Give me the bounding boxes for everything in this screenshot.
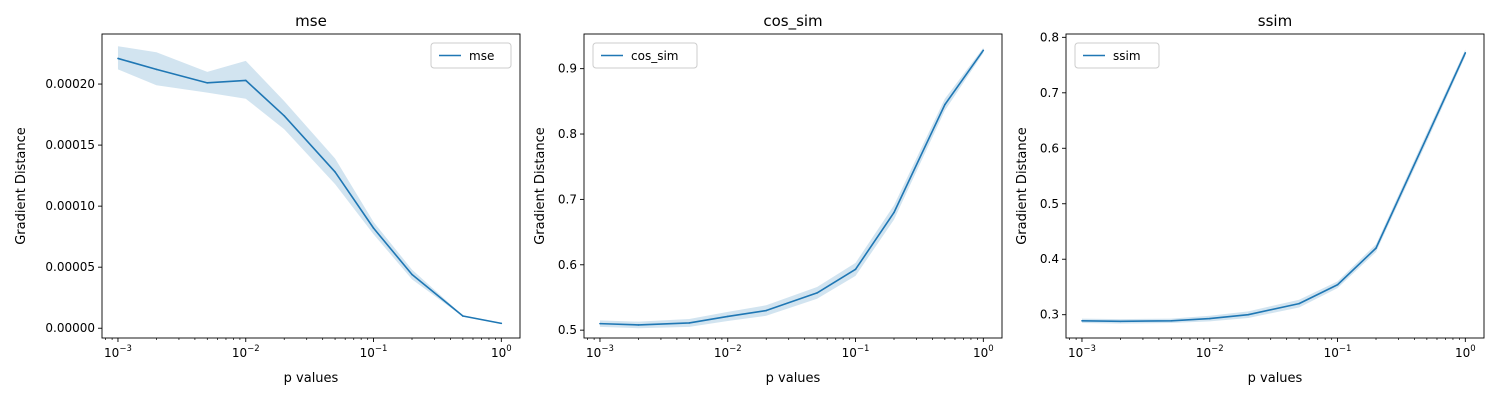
- legend-label: mse: [469, 49, 494, 63]
- data-point: [1081, 320, 1083, 322]
- data-point: [206, 82, 209, 84]
- data-point: [599, 322, 601, 325]
- y-axis-label: Gradient Distance: [14, 127, 29, 245]
- legend: cos_sim: [592, 42, 698, 69]
- x-tick-label: 10−2: [714, 344, 742, 360]
- series-line: [117, 57, 502, 325]
- y-tick-label: 0.3: [1040, 308, 1059, 322]
- x-tick-label: 10−2: [1196, 344, 1224, 360]
- confidence-band: [599, 47, 984, 329]
- plot-frame: [101, 33, 521, 339]
- y-tick-label: 0.00015: [45, 138, 95, 152]
- y-tick-label: 0.00010: [45, 199, 95, 213]
- plot-frame: [583, 33, 1003, 339]
- data-point: [765, 309, 768, 312]
- y-tick-label: 0.6: [1040, 141, 1059, 155]
- y-tick-label: 0.00000: [45, 321, 95, 335]
- chart-title: cos_sim: [763, 12, 822, 31]
- data-point: [1208, 317, 1211, 320]
- y-axis-label: Gradient Distance: [1015, 127, 1030, 245]
- data-point: [1375, 247, 1377, 249]
- y-tick-label: 0.5: [1040, 197, 1059, 211]
- data-point: [1464, 52, 1467, 54]
- data-point: [155, 68, 158, 71]
- legend-label: cos_sim: [631, 49, 678, 63]
- x-tick-label: 10−1: [842, 344, 870, 360]
- data-point: [1119, 320, 1122, 323]
- y-tick-label: 0.00020: [45, 77, 95, 91]
- y-tick-label: 0.00005: [45, 260, 95, 274]
- x-tick-label: 100: [973, 344, 994, 360]
- x-tick-label: 10−1: [360, 344, 388, 360]
- data-point: [117, 57, 119, 60]
- x-axis-label: p values: [766, 371, 821, 386]
- data-point: [854, 268, 857, 271]
- chart-panel-ssim: 0.3 0.4 0.5 0.6 0.7 0.8 10−3 10−2 10−1 100 ssim p v…: [1015, 12, 1485, 386]
- y-tick-label: 0.9: [558, 62, 577, 76]
- x-tick-label: 10−2: [232, 344, 260, 360]
- data-point: [982, 49, 985, 52]
- x-tick-label: 10−3: [586, 344, 614, 360]
- legend-box: [592, 42, 698, 69]
- legend-box: [430, 42, 512, 69]
- y-tick-label: 0.7: [558, 192, 577, 206]
- y-axis-label: Gradient Distance: [533, 127, 548, 245]
- chart-panel-mse: 0.00000 0.00005 0.00010 0.00015 0.00020 10−3 1…: [14, 12, 521, 386]
- data-point: [944, 103, 946, 106]
- y-tick-label: 0.6: [558, 258, 577, 272]
- chart-title: ssim: [1258, 12, 1292, 30]
- data-point: [372, 227, 375, 229]
- data-point: [1336, 283, 1339, 286]
- x-axis-label: p values: [284, 371, 339, 386]
- y-tick-label: 0.8: [1040, 30, 1059, 44]
- x-tick-label: 10−1: [1324, 344, 1352, 360]
- data-point: [1426, 136, 1428, 138]
- plot-frame: [1065, 33, 1485, 339]
- legend: mse: [430, 42, 512, 69]
- y-tick-label: 0.4: [1040, 252, 1059, 266]
- chart-title: mse: [295, 12, 327, 30]
- data-point: [411, 273, 413, 276]
- x-tick-label: 10−3: [1068, 344, 1096, 360]
- x-axis-label: p values: [1248, 371, 1303, 386]
- data-point: [1298, 302, 1300, 305]
- series-line: [599, 49, 984, 326]
- x-tick-label: 100: [491, 344, 512, 360]
- data-point: [1247, 313, 1250, 316]
- x-tick-label: 10−3: [104, 344, 132, 360]
- data-point: [283, 115, 286, 117]
- legend-box: [1074, 42, 1160, 69]
- legend-label: ssim: [1113, 49, 1141, 63]
- data-point: [462, 315, 464, 317]
- series-line: [1081, 52, 1467, 323]
- data-point: [244, 79, 247, 82]
- y-tick-label: 0.5: [558, 323, 577, 337]
- data-point: [1170, 320, 1173, 322]
- x-tick-label: 100: [1455, 344, 1476, 360]
- y-tick-label: 0.7: [1040, 86, 1059, 100]
- data-point: [816, 292, 818, 294]
- data-point: [334, 171, 336, 173]
- data-point: [688, 322, 691, 324]
- data-point: [500, 322, 503, 325]
- data-point: [637, 324, 640, 326]
- confidence-band: [117, 46, 502, 324]
- legend: ssim: [1074, 42, 1160, 69]
- data-point: [726, 315, 729, 318]
- y-tick-label: 0.8: [558, 127, 577, 141]
- data-point: [893, 211, 895, 214]
